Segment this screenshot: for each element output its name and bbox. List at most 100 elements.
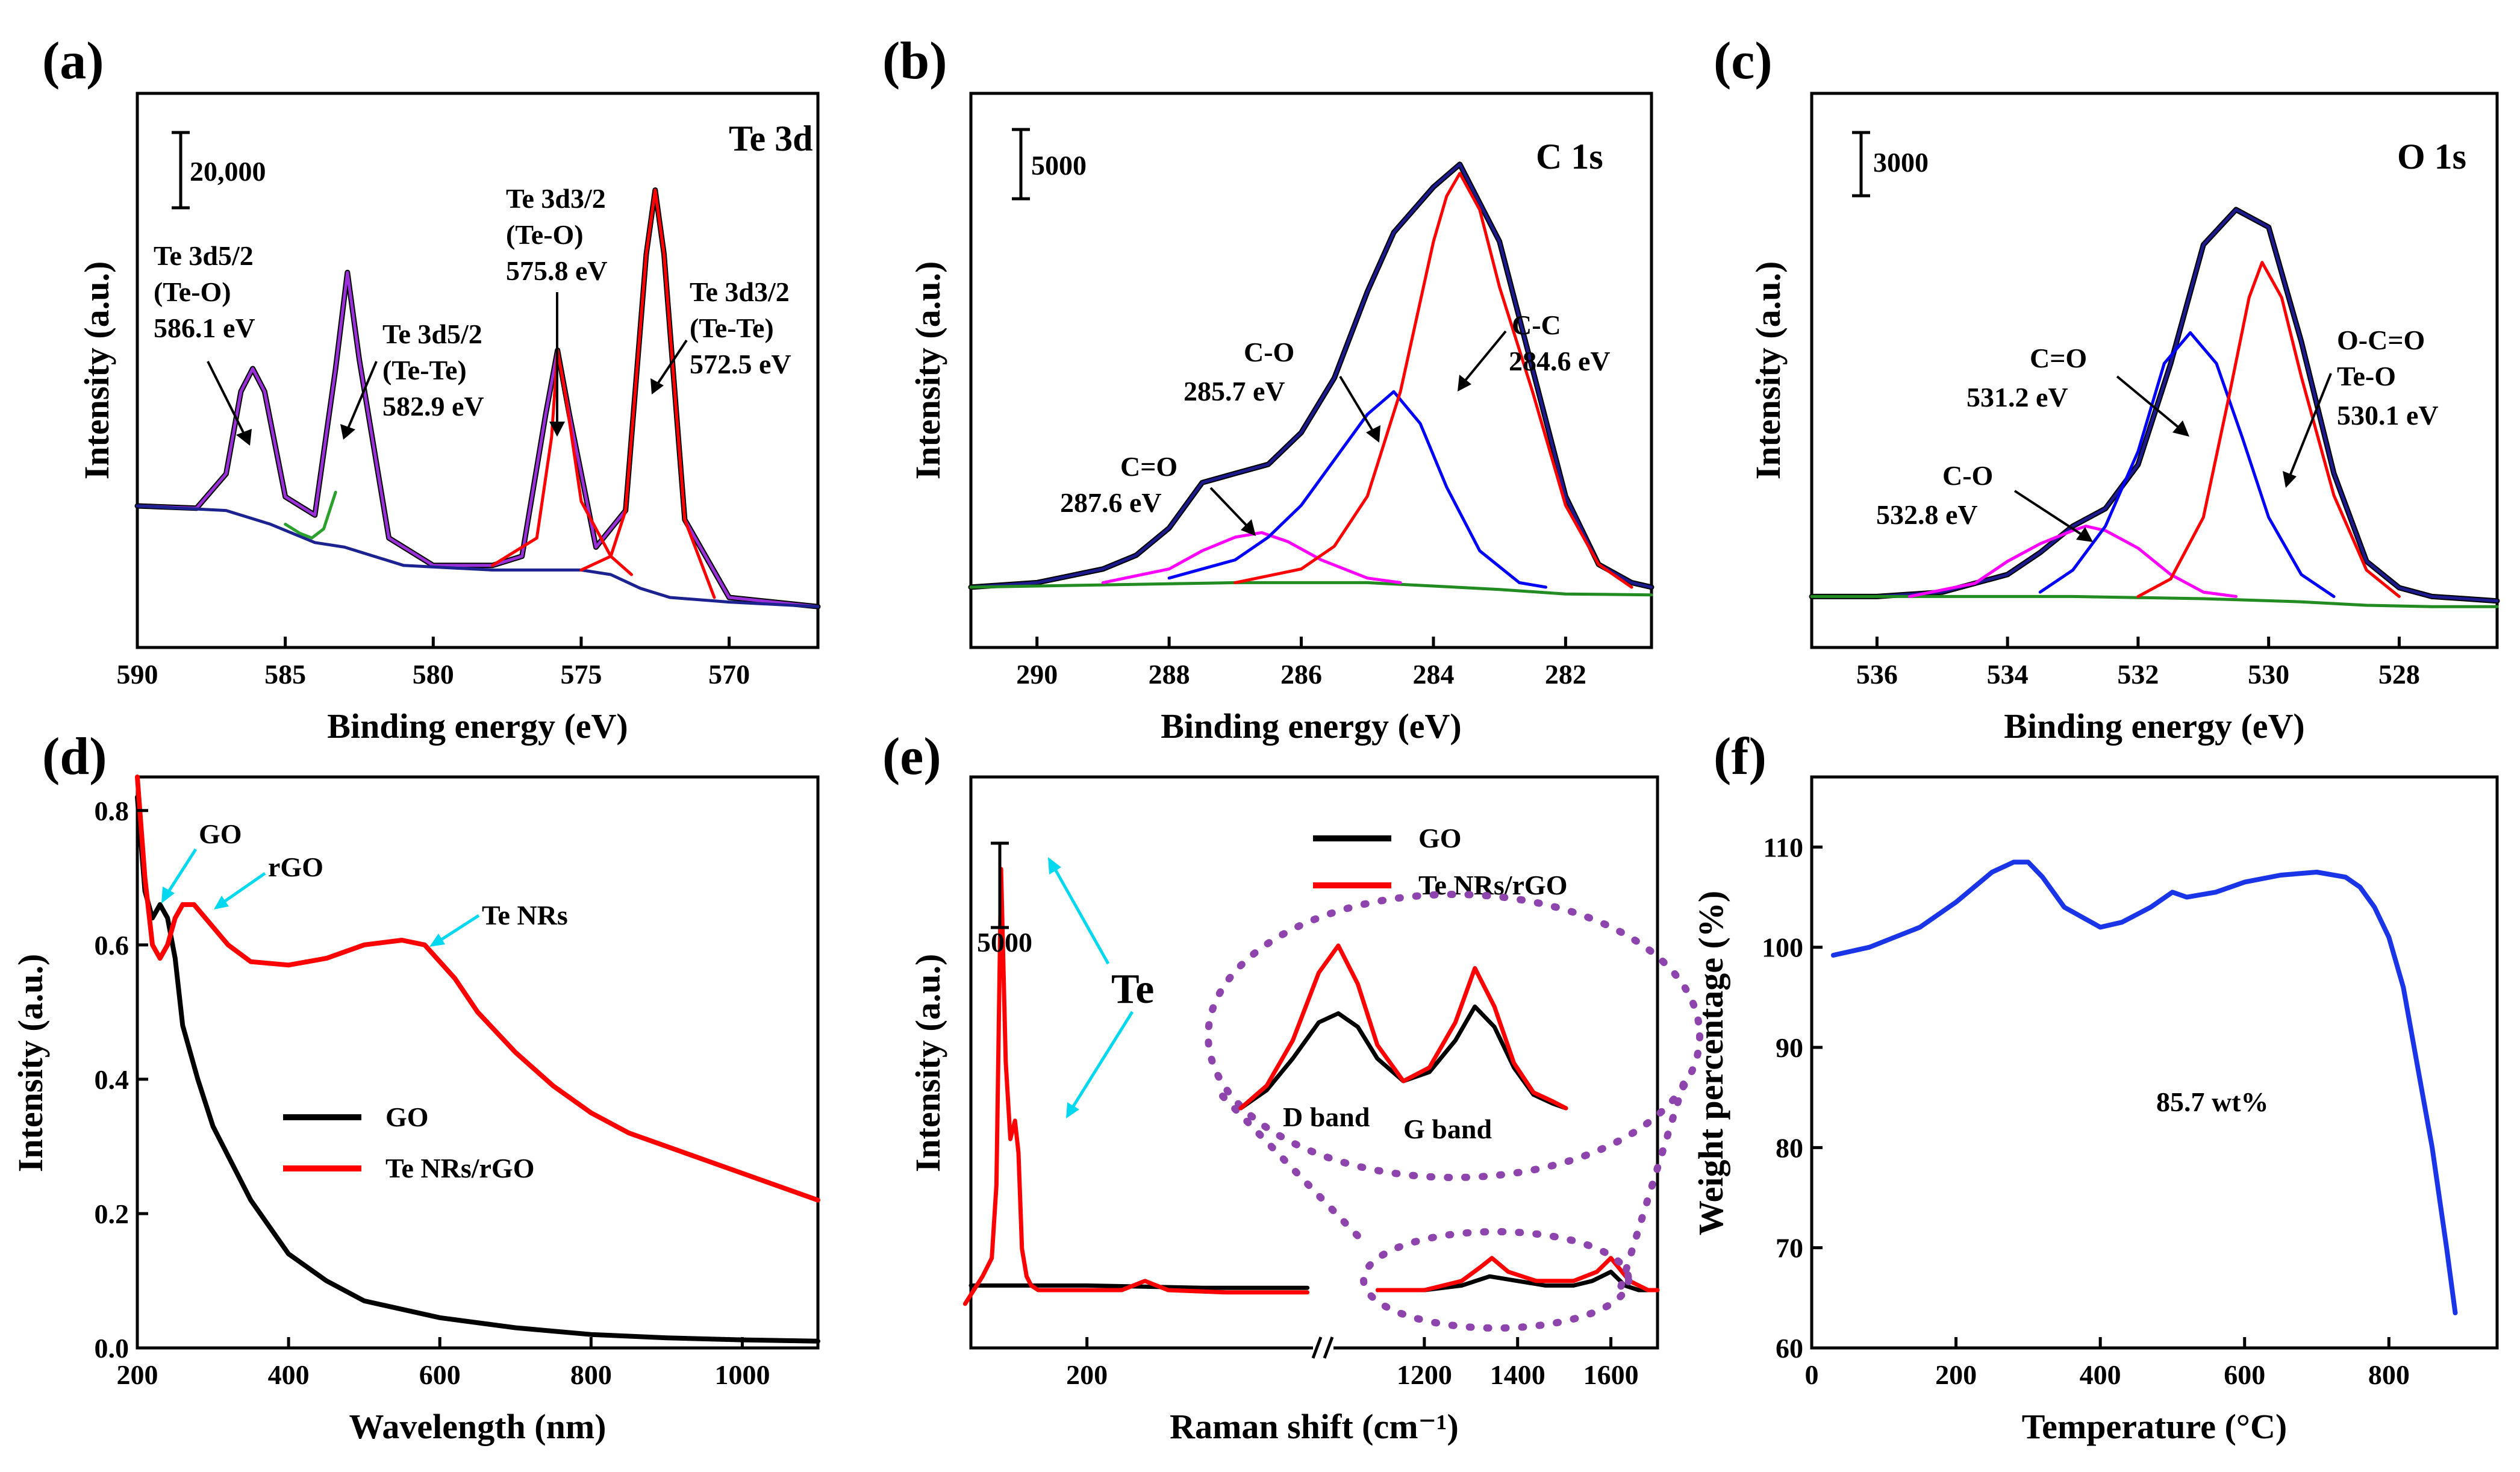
scale-bar-c: 3000 [1852,131,1929,198]
curves-f [1830,859,2458,1315]
x-tick-label-e-0: 200 [1066,1359,1108,1390]
panel-b: 290 288 286 284 282 Binding energy (eV) Inte… [908,92,1655,746]
y-tick-label-d-0: 0.0 [95,1333,129,1364]
x-tick-label-d-1: 400 [268,1359,310,1390]
x-axis-label-a: Binding energy (eV) [327,706,628,746]
series-c-5 [2136,261,2401,598]
annotation-tenrs-d: Te NRs [482,900,568,931]
series-e-1-left [962,867,1310,1306]
series-e-0-right [1375,1270,1660,1293]
x-axis-d: 200 400 600 800 1000 [117,1337,770,1390]
panel-c: 536 534 532 530 528 Binding energy (eV) Inte… [1748,92,2500,746]
arrow-572-a [655,339,688,387]
arrow-go-d [164,848,198,897]
x-axis-label-e: Raman shift (cm⁻¹) [1170,1407,1459,1446]
series-f-0 [1830,859,2458,1315]
arrow-te-peak2-e [1070,1011,1134,1109]
arrowhead-532-c [2076,527,2093,542]
annotation-te-e: Te [1111,966,1154,1012]
annotation-te3d52-tete-a: Te 3d5/2 [382,319,482,349]
annotation-575-a: 575.8 eV [506,255,608,286]
x-tick-label-c-4: 528 [2378,659,2420,690]
annotation-284-b: 284.6 eV [1509,346,1611,376]
x-tick-label-e-1: 1200 [1397,1359,1452,1390]
legend-label-te-e: Te NRs/rGO [1418,870,1567,900]
arrowhead-586-a [236,429,252,446]
plot-frame-e [969,775,1659,1350]
annotation-teo2-a: (Te-O) [506,219,584,250]
arrowhead-tenrs-d [429,934,445,947]
legend-e: GO Te NRs/rGO [1313,823,1567,900]
y-tick-label-d-2: 0.4 [95,1064,129,1095]
series-a-2 [136,504,820,608]
annotation-tete-a: (Te-Te) [382,355,467,385]
zoom-line-right-e [1617,1081,1687,1293]
arrowhead-te-peak1-e [1048,857,1061,875]
annotation-582-a: 582.9 eV [382,391,484,422]
y-tick-label-d-1: 0.2 [95,1199,129,1229]
x-tick-label-a-3: 575 [560,659,602,690]
panel-label-b: (b) [882,32,947,90]
panel-a: 590 585 580 575 570 Binding energy (eV) Inte… [77,92,821,746]
series-e-0-left [968,1283,1310,1290]
arrow-586-a [207,361,248,440]
arrowhead-572-a [650,378,664,395]
arrow-582-a [345,361,378,433]
x-axis-c: 536 534 532 530 528 [1856,637,2420,690]
arrowhead-284-b [1458,375,1471,391]
series-c-1 [1810,208,2499,603]
y-tick-label-f-4: 100 [1762,932,1803,963]
x-tick-label-f-0: 0 [1805,1359,1819,1390]
y-tick-label-f-5: 110 [1764,832,1803,862]
annotations-b: C=O 287.6 eV C-O 285.7 eV C-C 284.6 eV [1060,310,1611,536]
arrow-531-c [2116,375,2182,430]
chart-title-a: Te 3d [729,119,813,158]
y-axis-label-c: Intensity (a.u.) [1748,261,1788,480]
x-tick-label-f-2: 400 [2080,1359,2121,1390]
x-tick-label-a-2: 580 [413,659,454,690]
annotation-te3d32-teo-a: Te 3d3/2 [506,183,606,214]
panel-label-e: (e) [882,728,941,786]
x-tick-label-d-2: 600 [419,1359,461,1390]
x-tick-label-c-3: 530 [2248,659,2289,690]
x-tick-label-a-1: 585 [264,659,306,690]
x-tick-label-a-4: 570 [708,659,750,690]
x-tick-label-b-3: 284 [1412,659,1454,690]
curves-a [134,187,821,610]
inset-series-e-1 [1238,943,1568,1111]
chart-title-c: O 1s [2397,137,2466,176]
series-c-2 [1810,594,2499,608]
plot-frame-d [136,775,820,1350]
annotation-532-c: 532.8 eV [1876,499,1978,530]
series-d-1 [135,775,820,1203]
arrowhead-530-c [2283,471,2297,488]
y-tick-label-f-2: 80 [1776,1132,1803,1163]
arrowhead-531-c [2172,420,2189,437]
annotation-wt-f: 85.7 wt% [2156,1087,2269,1117]
x-tick-label-e-2: 1400 [1490,1359,1545,1390]
arrowhead-285-b [1366,425,1380,443]
panel-label-a: (a) [42,32,104,90]
x-tick-label-f-4: 800 [2368,1359,2410,1390]
inset-e: D band G band [1205,891,1703,1332]
annotations-d: GO rGO Te NRs [161,819,568,947]
axis-break-e [1311,1277,1334,1359]
arrowhead-rgo-d [214,896,229,909]
scale-bar-e: 5000 [977,841,1032,958]
annotation-teo-a: (Te-O) [154,276,231,307]
annotation-tete2-a: (Te-Te) [690,313,774,343]
annotation-531-c: 531.2 eV [1966,382,2068,413]
plot-frame-f [1810,775,2499,1350]
curves-b [968,161,1655,597]
x-tick-label-b-1: 288 [1149,659,1190,690]
series-c-4 [2038,331,2336,598]
series-b-3 [1101,531,1402,584]
series-b-4 [1167,390,1547,589]
x-axis-label-d: Wavelength (nm) [349,1407,607,1446]
inset-label-g-band-e: G band [1403,1114,1492,1144]
arrowhead-582-a [340,424,355,440]
annotation-586-a: 586.1 eV [154,313,255,343]
chart-title-b: C 1s [1536,137,1603,176]
arrowhead-575-a [549,422,565,437]
